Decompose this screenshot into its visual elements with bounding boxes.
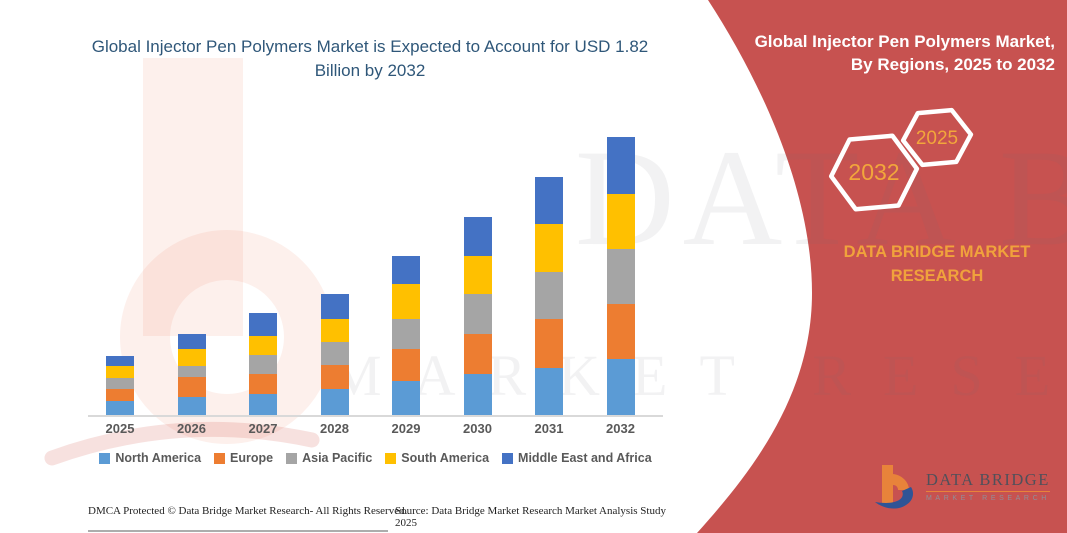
x-axis-label: 2026 [177, 421, 206, 436]
bar-segment [320, 389, 349, 415]
bar-segment [320, 294, 349, 319]
bar-segment [177, 366, 206, 377]
bar-segment [249, 373, 277, 394]
bar-segment [606, 358, 635, 415]
bar-segment [535, 271, 563, 319]
legend-item: Middle East and Africa [502, 451, 652, 465]
chart-title: Global Injector Pen Polymers Market is E… [91, 37, 649, 80]
bar-segment [392, 381, 420, 415]
bar-2031 [535, 176, 563, 415]
bar-segment [249, 355, 277, 374]
bar-segment [606, 248, 635, 304]
legend-swatch [502, 452, 514, 464]
bar-segment [249, 312, 277, 336]
bar-segment [177, 376, 206, 397]
brand-text: DATA BRIDGE MARKET RESEARCH [843, 243, 1031, 285]
legend-swatch [214, 452, 226, 464]
logo-subtitle: MARKET RESEARCH [926, 495, 1050, 502]
legend-label: Asia Pacific [302, 451, 373, 465]
bar-segment [106, 355, 134, 367]
bar-segment [606, 137, 635, 194]
legend-swatch [385, 452, 397, 464]
x-axis-label: 2029 [391, 421, 421, 436]
legend-swatch [286, 452, 298, 464]
bar-segment [106, 389, 134, 402]
legend-label: North America [115, 451, 202, 465]
bar-segment [106, 378, 134, 390]
bar-segment [463, 373, 492, 415]
databridge-logo-icon [875, 465, 914, 509]
legend-item: Europe [214, 451, 273, 465]
side-panel-title: Global Injector Pen Polymers Market, By … [754, 32, 1055, 74]
x-axis-label: 2030 [463, 421, 492, 436]
logo-divider [926, 491, 1050, 492]
footer: DMCA Protected © Data Bridge Market Rese… [88, 505, 688, 529]
bar-segment [249, 335, 277, 356]
bar-2026 [177, 334, 206, 415]
bar-segment [463, 294, 492, 335]
chart-legend: North America Europe Asia Pacific South Ame… [88, 451, 663, 465]
legend-label: South America [401, 451, 490, 465]
x-axis-label: 2031 [534, 421, 564, 436]
bar-segment [535, 367, 563, 415]
bar-segment [392, 349, 420, 382]
bar-segment [177, 349, 206, 367]
plot-area [88, 120, 663, 417]
bar-2027 [249, 312, 277, 415]
bar-segment [106, 366, 134, 379]
bar-2030 [463, 216, 492, 415]
bar-segment [392, 256, 420, 284]
bar-segment [177, 396, 206, 415]
bar-segment [320, 364, 349, 389]
bar-segment [463, 334, 492, 374]
bar-segment [392, 283, 420, 319]
footer-dmca-text: DMCA Protected © Data Bridge Market Rese… [88, 505, 408, 517]
bar-segment [463, 216, 492, 257]
legend-item: South America [385, 451, 489, 465]
legend-item: North America [99, 451, 201, 465]
databridge-logo: DATA BRIDGE MARKET RESEARCH [872, 458, 1067, 516]
legend-label: Europe [230, 451, 274, 465]
bar-segment [535, 318, 563, 368]
bar-segment [535, 176, 563, 225]
legend-label: Middle East and Africa [518, 451, 652, 465]
bar-segment [463, 256, 492, 295]
bar-segment [106, 401, 134, 415]
footer-underline [88, 530, 388, 532]
bar-segment [606, 193, 635, 249]
bar-segment [177, 334, 206, 350]
bar-2032 [606, 137, 635, 415]
legend-swatch [99, 452, 111, 464]
x-axis-labels: 2025 2026 2027 2028 2029 2030 2031 2032 [88, 421, 663, 439]
bar-segment [606, 303, 635, 359]
legend-item: Asia Pacific [286, 451, 372, 465]
x-axis-label: 2025 [105, 421, 135, 436]
bar-segment [392, 318, 420, 350]
x-axis-label: 2027 [248, 421, 278, 436]
bar-segment [320, 341, 349, 365]
logo-name: DATA BRIDGE [926, 470, 1050, 489]
x-axis-label: 2028 [320, 421, 349, 436]
bar-segment [320, 318, 349, 342]
x-axis-label: 2032 [606, 421, 635, 436]
bar-2029 [392, 256, 420, 415]
bar-segment [249, 393, 277, 415]
bar-2025 [106, 355, 134, 415]
bar-2028 [320, 294, 349, 415]
footer-source-text: Source: Data Bridge Market Research Mark… [395, 505, 666, 529]
bar-segment [535, 224, 563, 272]
